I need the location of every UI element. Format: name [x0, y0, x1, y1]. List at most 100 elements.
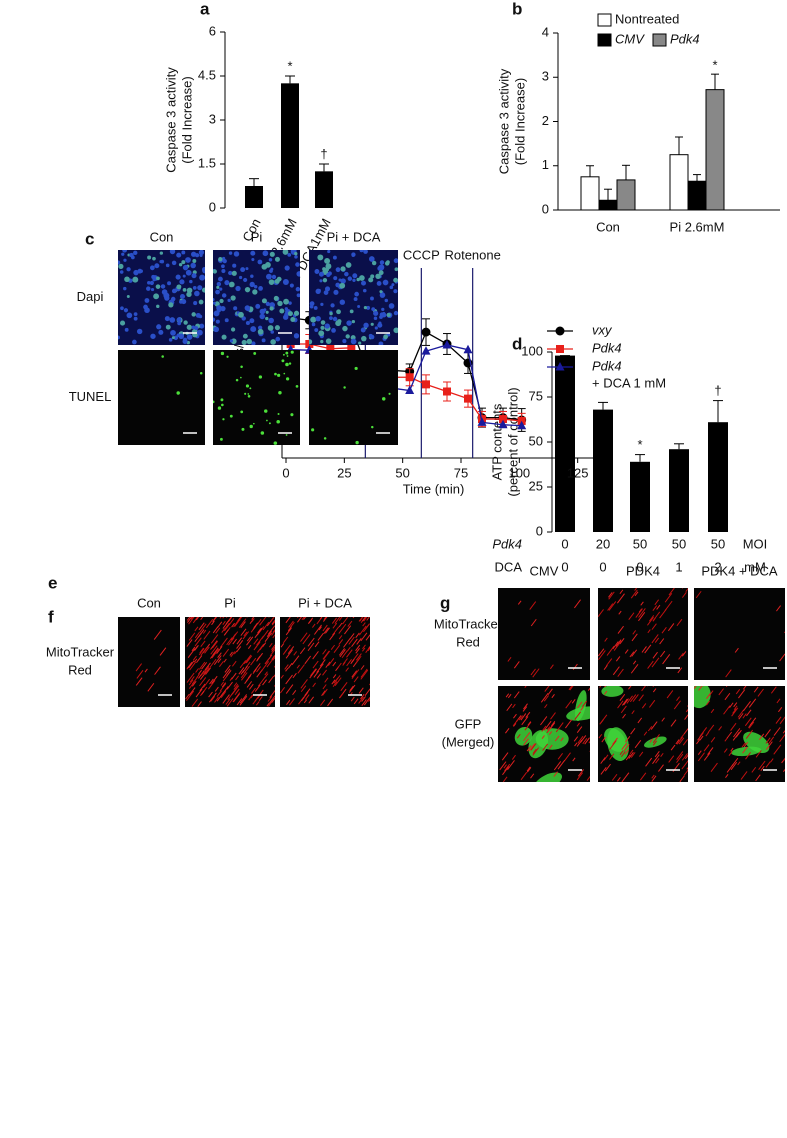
nucleus [333, 289, 339, 295]
streak [609, 753, 615, 760]
legend-label: Nontreated [615, 11, 679, 26]
streak [598, 650, 606, 660]
column-label: PDK4 [626, 563, 660, 578]
streak [368, 698, 370, 702]
nucleus [199, 274, 205, 281]
row-value: 2 [714, 559, 721, 574]
nucleus [318, 271, 324, 277]
streak [718, 726, 723, 731]
speck [241, 427, 245, 431]
streak [248, 694, 253, 701]
streak [737, 761, 741, 766]
row-unit: MOI [743, 536, 768, 551]
streak [226, 670, 232, 677]
streak [230, 651, 236, 658]
nucleus [366, 305, 371, 310]
streak [725, 686, 728, 687]
streak [681, 753, 688, 761]
streak [341, 650, 348, 659]
streak [647, 686, 649, 687]
nucleus [181, 250, 186, 255]
streak [189, 661, 197, 671]
streak [684, 754, 688, 760]
streak [573, 736, 579, 742]
nucleus [196, 329, 203, 336]
streak [742, 746, 748, 754]
nucleus [378, 341, 384, 345]
row-name: DCA [495, 559, 523, 574]
nucleus [147, 280, 151, 285]
streak [685, 588, 688, 592]
streak [758, 733, 765, 741]
streak [628, 686, 632, 690]
streak [222, 620, 226, 625]
image-texture [309, 250, 398, 345]
speck [276, 419, 280, 424]
nucleus [126, 312, 133, 319]
streak [317, 633, 324, 641]
streak [322, 669, 328, 676]
nucleus [393, 310, 398, 316]
nucleus [371, 260, 377, 266]
nucleus [350, 338, 357, 345]
nucleus [379, 260, 385, 265]
speck [273, 441, 278, 445]
streak [553, 761, 562, 771]
nucleus [129, 252, 134, 258]
streak [668, 755, 675, 763]
nucleus [269, 251, 275, 257]
streak [521, 716, 529, 726]
nucleus [213, 298, 215, 302]
nucleus [293, 333, 300, 339]
streak [222, 675, 228, 682]
streak [331, 617, 337, 624]
streak [330, 644, 335, 650]
streak [540, 693, 549, 703]
nucleus [169, 317, 176, 323]
streak [525, 711, 531, 718]
nucleus [243, 277, 248, 283]
nucleus [293, 310, 300, 316]
marker [405, 385, 415, 395]
streak [522, 706, 528, 712]
streak [652, 734, 660, 744]
speck [283, 372, 286, 375]
micrograph [118, 350, 205, 445]
streak [652, 754, 660, 765]
streak [261, 661, 270, 672]
nucleus [235, 285, 241, 292]
streak [361, 699, 367, 706]
streak [219, 637, 228, 648]
streak [292, 690, 297, 696]
streak [361, 647, 366, 652]
streak [300, 679, 308, 689]
streak [238, 667, 245, 675]
nucleus [150, 333, 156, 339]
streak [523, 703, 528, 710]
streak [744, 717, 752, 727]
streak [620, 705, 627, 714]
nucleus [151, 274, 156, 279]
streak [358, 625, 367, 636]
micrograph [309, 250, 398, 345]
streak [683, 769, 688, 776]
nucleus [199, 253, 203, 257]
speck [229, 414, 233, 418]
streak [638, 608, 646, 618]
micrograph [118, 250, 205, 345]
y-tick-label: 75 [529, 388, 543, 403]
nucleus [270, 339, 276, 345]
streak [598, 648, 605, 657]
streak [194, 645, 199, 651]
streak [547, 722, 556, 733]
nucleus [309, 301, 315, 307]
streak [631, 633, 638, 642]
streak [318, 626, 322, 631]
nucleus [309, 339, 313, 345]
nucleus [368, 277, 374, 283]
streak [193, 617, 195, 618]
streak [524, 721, 532, 731]
streak [615, 656, 621, 662]
nucleus [295, 262, 300, 267]
streak [623, 744, 630, 752]
